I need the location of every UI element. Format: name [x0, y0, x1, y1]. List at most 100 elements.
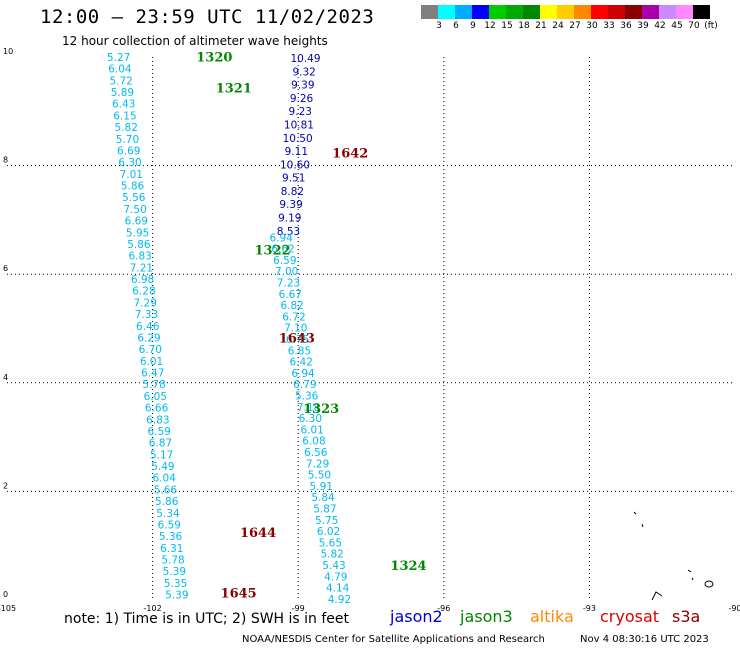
x-tick-label: -102	[144, 604, 162, 613]
satellite-altika: altika	[530, 607, 574, 626]
wave-height-value: 5.72	[109, 75, 132, 87]
wave-height-value: 6.59	[147, 426, 170, 438]
x-tick-label: -90	[728, 604, 740, 613]
satellite-s3a: s3a	[672, 607, 701, 626]
wave-height-value: 7.00	[275, 266, 298, 278]
legend-swatch	[506, 5, 523, 19]
wave-height-value: 10.50	[283, 133, 313, 145]
pass-label: 1323	[303, 402, 339, 417]
wave-height-value: 6.87	[149, 438, 172, 450]
wave-height-value: 7.29	[306, 458, 329, 470]
timestamp-text: Nov 4 08:30:16 UTC 2023	[580, 634, 709, 645]
wave-height-value: 5.39	[163, 566, 186, 578]
wave-height-value: 7.50	[123, 204, 146, 216]
legend-label: 24	[552, 21, 564, 31]
legend-label: 39	[637, 21, 649, 31]
legend-swatch	[625, 5, 642, 19]
wave-height-value: 6.59	[273, 255, 296, 267]
wave-height-value: 5.36	[295, 390, 319, 402]
pass-label: 1644	[240, 526, 276, 541]
legend-swatch	[574, 5, 591, 19]
island-shape	[704, 580, 714, 588]
x-tick-label: -96	[437, 604, 450, 613]
legend-label: 70	[688, 21, 700, 31]
satellite-jason3: jason3	[460, 607, 513, 626]
wave-height-value: 8.53	[277, 226, 300, 238]
legend-label: 15	[501, 21, 513, 31]
satellite-cryosat: cryosat	[600, 607, 660, 626]
wave-height-value: 7.18	[297, 402, 320, 414]
island-shape	[633, 511, 644, 528]
wave-height-value: 10.49	[290, 53, 320, 65]
wave-height-value: 5.86	[127, 239, 151, 251]
wave-height-value: 6.69	[125, 216, 148, 228]
wave-height-value: 5.89	[111, 87, 134, 99]
wave-height-value: 6.28	[132, 286, 155, 298]
legend-label: 6	[453, 21, 459, 31]
legend-label: 12	[484, 21, 496, 31]
wave-height-value: 7.01	[120, 169, 143, 181]
wave-height-value: 6.62	[271, 244, 294, 256]
satellite-jason2: jason2	[390, 607, 443, 626]
wave-height-value: 6.47	[141, 368, 164, 380]
wave-height-value: 6.83	[128, 251, 151, 263]
wave-height-value: 10.60	[280, 159, 310, 171]
pass-label: 1645	[221, 586, 257, 601]
y-tick-label: 8	[3, 156, 8, 165]
legend-swatch	[540, 5, 557, 19]
legend-label: 27	[569, 21, 581, 31]
wave-height-value: 5.39	[165, 590, 188, 602]
wave-height-value: 8.82	[281, 186, 304, 198]
legend-label: 36	[620, 21, 632, 31]
wave-height-value: 6.30	[299, 413, 322, 425]
footer-note: note: 1) Time is in UTC; 2) SWH is in fe…	[64, 611, 350, 627]
wave-height-value: 7.10	[284, 323, 307, 335]
wave-height-value: 6.56	[304, 447, 328, 459]
island-shape	[687, 569, 694, 581]
wave-height-value: 5.82	[320, 549, 343, 561]
legend-label: (ft)	[704, 21, 718, 31]
wave-height-value: 9.51	[282, 173, 305, 185]
legend-swatch	[472, 5, 489, 19]
pass-label: 1642	[332, 147, 368, 162]
wave-height-value: 6.01	[300, 424, 323, 436]
wave-height-value: 5.70	[116, 134, 139, 146]
x-tick-label: -105	[0, 604, 16, 613]
wave-height-value: 6.82	[280, 300, 303, 312]
wave-height-value: 5.27	[107, 52, 130, 64]
y-tick-label: 10	[3, 47, 13, 56]
wave-height-value: 4.92	[328, 594, 351, 606]
legend-label: 30	[586, 21, 598, 31]
wave-height-value: 6.75	[286, 334, 309, 346]
color-legend-labels: 3 6 9 12 15 18 21 24 27 30 33 36 39 42 45 70 (ft)	[421, 21, 740, 35]
wave-height-value: 6.02	[317, 526, 340, 538]
wave-height-value: 6.70	[139, 344, 162, 356]
wave-height-value: 5.82	[115, 122, 138, 134]
wave-height-value: 6.42	[290, 357, 313, 369]
wave-height-value: 7.23	[277, 277, 300, 289]
wave-height-value: 5.75	[315, 515, 338, 527]
wave-height-value: 5.91	[310, 481, 333, 493]
legend-swatch	[438, 5, 455, 19]
wave-height-value: 9.11	[285, 146, 308, 158]
wave-height-value: 6.67	[279, 289, 302, 301]
legend-label: 9	[470, 21, 476, 31]
wave-height-value: 6.05	[144, 391, 167, 403]
y-tick-label: 2	[3, 481, 8, 490]
wave-height-value: 6.43	[112, 99, 135, 111]
wave-height-value: 6.94	[291, 368, 315, 380]
legend-swatch	[608, 5, 625, 19]
legend-swatch	[455, 5, 472, 19]
y-tick-label: 4	[3, 373, 8, 382]
wave-height-value: 5.50	[308, 470, 331, 482]
wave-height-value: 6.59	[158, 519, 181, 531]
wave-height-value: 9.32	[292, 66, 315, 78]
legend-label: 33	[603, 21, 615, 31]
legend-swatch	[659, 5, 676, 19]
wave-height-value: 7.29	[134, 297, 157, 309]
wave-height-value: 5.49	[151, 461, 174, 473]
wave-height-value: 5.87	[313, 504, 336, 516]
wave-height-value: 5.78	[142, 379, 165, 391]
wave-height-value: 6.29	[137, 332, 160, 344]
wave-height-value: 6.94	[270, 232, 294, 244]
